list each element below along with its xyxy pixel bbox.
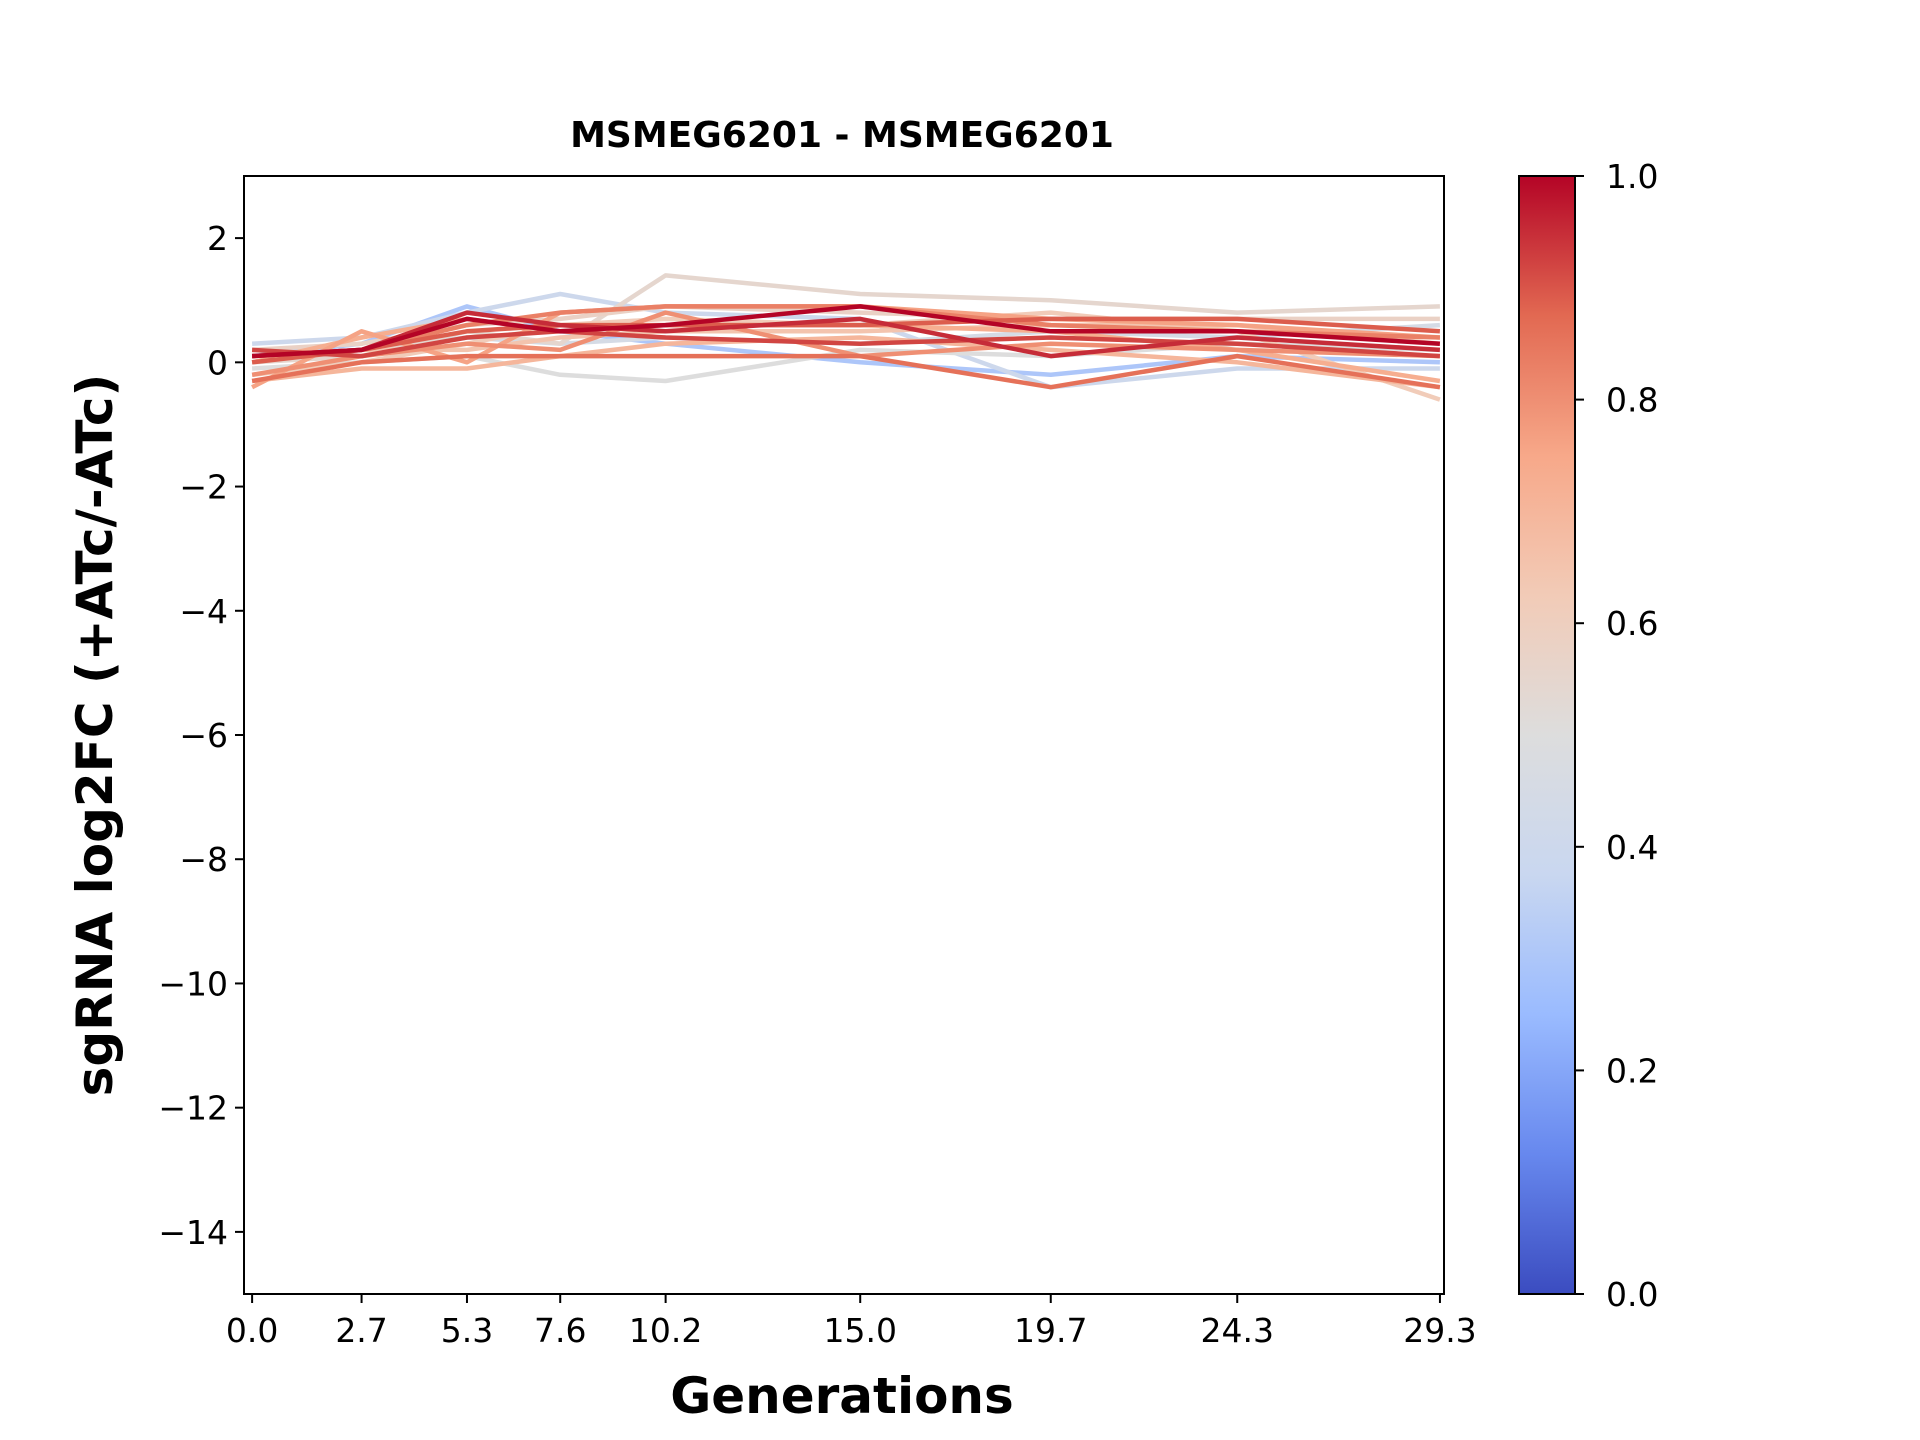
y-tick-label: 0 bbox=[207, 343, 228, 382]
series-layer bbox=[251, 273, 1441, 402]
colorbar-tick-label: 0.8 bbox=[1606, 381, 1658, 420]
series-line-9 bbox=[251, 335, 1441, 390]
y-tick-label: −2 bbox=[179, 468, 228, 507]
series-line-18 bbox=[251, 304, 1441, 359]
colorbar-tick-label: 0.6 bbox=[1606, 604, 1658, 643]
colorbar: 0.0 0.2 0.4 0.6 0.8 1.0 bbox=[1518, 157, 1658, 1314]
x-axis-label: Generations bbox=[670, 1367, 1014, 1425]
x-axis: 0.0 2.7 5.3 7.6 10.2 15.0 19.7 24.3 29.3 bbox=[226, 1294, 1477, 1350]
x-tick-label: 7.6 bbox=[534, 1311, 586, 1350]
x-tick-label: 15.0 bbox=[823, 1311, 896, 1350]
y-axis-label: sgRNA log2FC (+ATc/-ATc) bbox=[66, 374, 124, 1097]
y-tick-label: −6 bbox=[179, 716, 228, 755]
colorbar-gradient bbox=[1519, 176, 1575, 1294]
x-tick-label: 2.7 bbox=[335, 1311, 387, 1350]
x-tick-label: 10.2 bbox=[629, 1311, 702, 1350]
colorbar-tick-label: 0.4 bbox=[1606, 828, 1658, 867]
x-tick-label: 24.3 bbox=[1201, 1311, 1274, 1350]
x-tick-label: 19.7 bbox=[1014, 1311, 1087, 1350]
plot-area bbox=[243, 175, 1445, 1295]
x-tick-label: 0.0 bbox=[226, 1311, 278, 1350]
y-tick-label: −14 bbox=[158, 1213, 228, 1252]
y-tick-label: −8 bbox=[179, 840, 228, 879]
x-tick-label: 5.3 bbox=[441, 1311, 493, 1350]
series-line-14 bbox=[251, 353, 1441, 390]
colorbar-ticks: 0.0 0.2 0.4 0.6 0.8 1.0 bbox=[1575, 157, 1658, 1314]
colorbar-tick-label: 0.2 bbox=[1606, 1051, 1658, 1090]
x-tick-label: 29.3 bbox=[1403, 1311, 1476, 1350]
colorbar-tick-label: 0.0 bbox=[1606, 1275, 1658, 1314]
y-tick-label: −10 bbox=[158, 964, 228, 1003]
y-tick-label: −12 bbox=[158, 1089, 228, 1128]
y-axis: 2 0 −2 −4 −6 −8 −10 −12 −14 bbox=[158, 219, 244, 1252]
colorbar-frame bbox=[1518, 175, 1576, 1295]
chart-title: MSMEG6201 - MSMEG6201 bbox=[570, 115, 1114, 156]
y-tick-label: −4 bbox=[179, 592, 228, 631]
y-tick-label: 2 bbox=[207, 219, 228, 258]
colorbar-tick-label: 1.0 bbox=[1606, 157, 1658, 196]
